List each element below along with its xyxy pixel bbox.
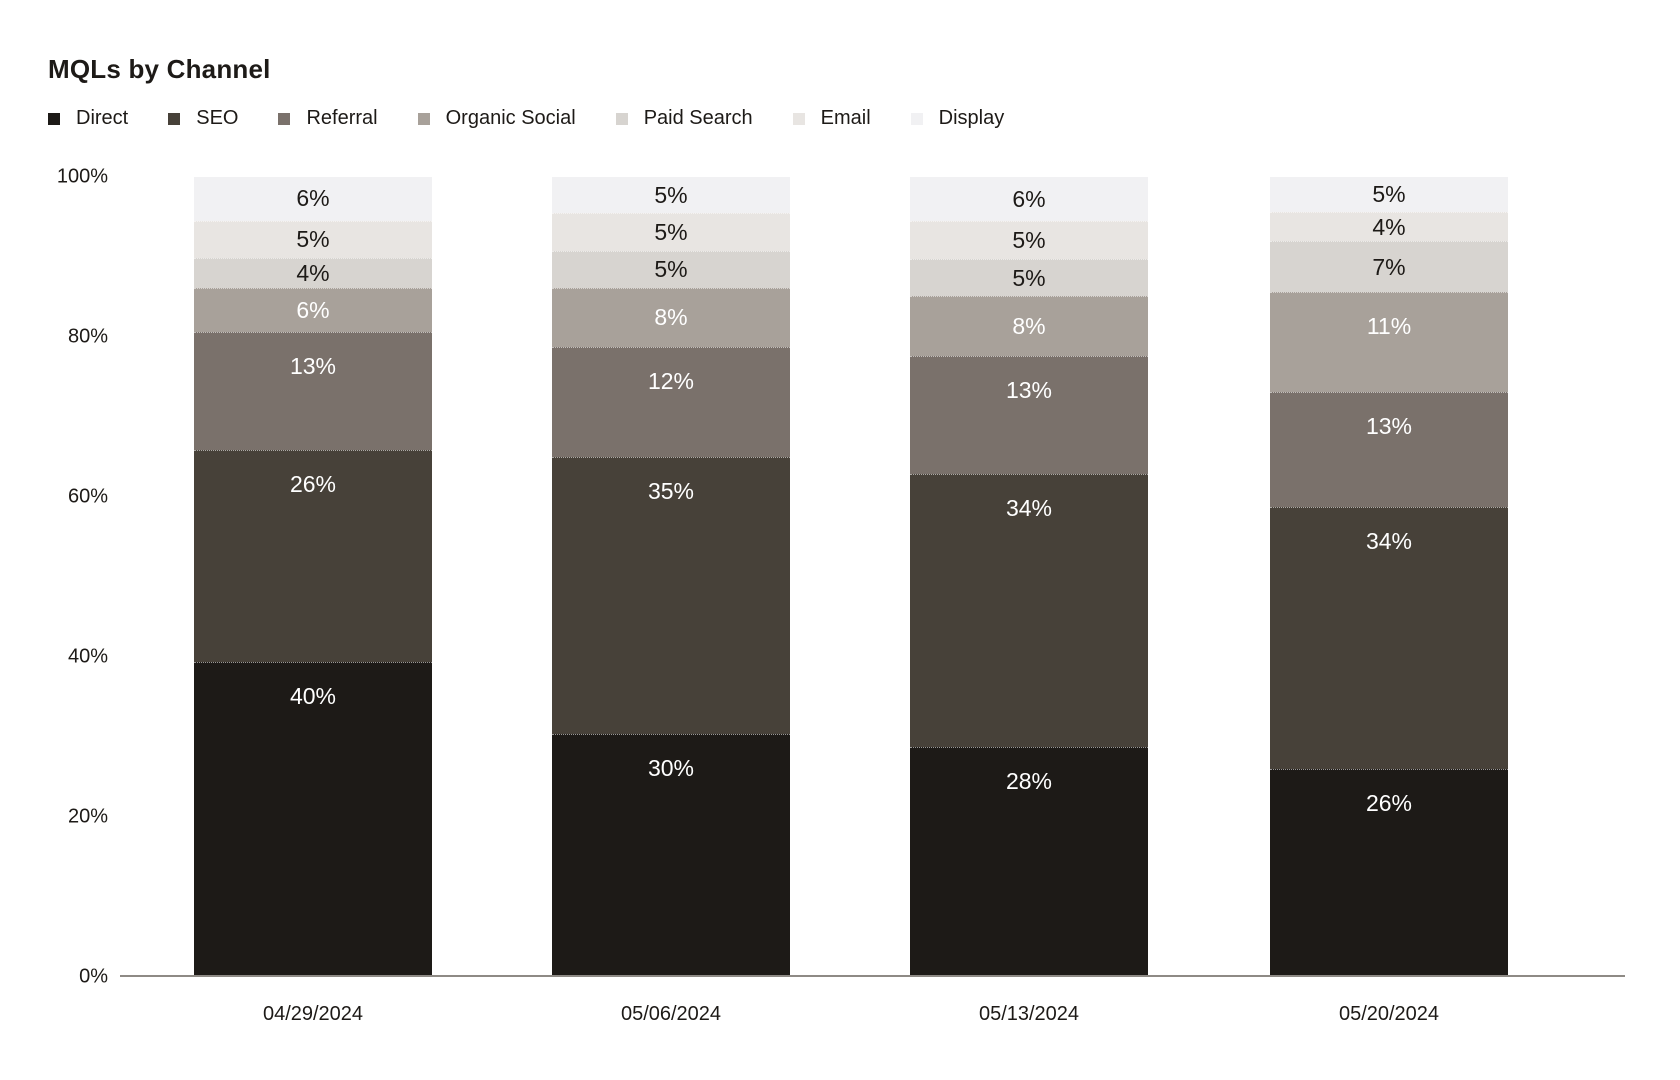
segment-organic-social[interactable]: 11% — [1270, 291, 1508, 393]
legend-swatch-icon — [910, 112, 923, 125]
segment-value-label: 8% — [1012, 313, 1046, 340]
segment-seo[interactable]: 26% — [194, 449, 432, 662]
segment-value-label: 34% — [1005, 495, 1053, 522]
segment-value-label: 5% — [1372, 181, 1406, 208]
y-axis: 0% 20% 40% 60% 80% 100% — [40, 166, 108, 988]
segment-value-label: 35% — [647, 478, 695, 505]
x-axis-label: 05/06/2024 — [620, 1003, 722, 1025]
legend-item-direct[interactable]: Direct — [48, 107, 128, 130]
segment-value-label: 30% — [647, 755, 695, 782]
segment-value-label: 13% — [289, 353, 337, 380]
segment-value-label: 26% — [1365, 789, 1413, 816]
legend-swatch-icon — [615, 112, 628, 125]
segment-seo[interactable]: 35% — [552, 457, 790, 735]
plot-area: 6% 5% 4% 6% 13% 26% 40% 04/29/2024 5% 5% 5% 8% 12% 35… — [120, 177, 1625, 1025]
segment-organic-social[interactable]: 8% — [910, 296, 1148, 357]
segment-value-label: 5% — [1012, 226, 1046, 253]
bar-05-13-2024: 6% 5% 5% 8% 13% 34% 28% — [910, 177, 1148, 975]
legend-label: Organic Social — [445, 107, 576, 129]
legend-item-display[interactable]: Display — [910, 107, 1005, 130]
segment-value-label: 8% — [654, 304, 688, 331]
y-axis-label: 100% — [56, 165, 108, 188]
segment-value-label: 11% — [1366, 312, 1412, 339]
segment-direct[interactable]: 26% — [1270, 768, 1508, 975]
segment-paid-search[interactable]: 5% — [552, 250, 790, 288]
segment-value-label: 40% — [289, 682, 337, 709]
segment-value-label: 6% — [1012, 185, 1046, 212]
segment-value-label: 13% — [1365, 413, 1413, 440]
segment-value-label: 4% — [1372, 213, 1406, 240]
legend-label: Display — [938, 107, 1005, 129]
x-axis-label: 05/13/2024 — [978, 1003, 1080, 1025]
segment-display[interactable]: 6% — [194, 177, 432, 221]
legend-item-referral[interactable]: Referral — [278, 107, 378, 130]
legend-swatch-icon — [278, 112, 291, 125]
segment-direct[interactable]: 40% — [194, 661, 432, 976]
segment-paid-search[interactable]: 4% — [194, 257, 432, 288]
chart-title: MQLs by Channel — [48, 54, 271, 84]
segment-value-label: 5% — [654, 218, 688, 245]
legend-item-paid-search[interactable]: Paid Search — [615, 107, 753, 130]
legend: Direct SEO Referral Organic Social Paid Sear… — [48, 107, 1004, 130]
y-axis-label: 80% — [67, 325, 108, 348]
legend-item-organic-social[interactable]: Organic Social — [417, 107, 576, 130]
segment-value-label: 34% — [1365, 527, 1413, 554]
legend-swatch-icon — [792, 112, 805, 125]
segment-email[interactable]: 5% — [552, 213, 790, 251]
segment-value-label: 6% — [296, 185, 330, 212]
segment-value-label: 26% — [289, 470, 337, 497]
segment-seo[interactable]: 34% — [910, 474, 1148, 747]
y-axis-label: 60% — [67, 485, 108, 508]
segment-display[interactable]: 5% — [552, 177, 790, 214]
legend-swatch-icon — [48, 112, 60, 125]
segment-value-label: 4% — [296, 259, 330, 286]
legend-item-seo[interactable]: SEO — [168, 107, 238, 130]
segment-organic-social[interactable]: 6% — [194, 287, 432, 333]
segment-value-label: 5% — [654, 256, 688, 283]
x-axis-label: 04/29/2024 — [262, 1003, 364, 1025]
segment-value-label: 5% — [654, 181, 688, 208]
segment-value-label: 13% — [1005, 377, 1053, 404]
segment-organic-social[interactable]: 8% — [552, 287, 790, 347]
segment-referral[interactable]: 13% — [910, 356, 1148, 475]
legend-label: SEO — [196, 107, 239, 129]
segment-value-label: 5% — [1012, 264, 1046, 291]
legend-item-email[interactable]: Email — [792, 107, 871, 130]
segment-referral[interactable]: 13% — [1270, 392, 1508, 507]
segment-paid-search[interactable]: 5% — [910, 258, 1148, 297]
segment-referral[interactable]: 12% — [552, 346, 790, 458]
legend-label: Paid Search — [643, 107, 753, 129]
segment-email[interactable]: 4% — [1270, 212, 1508, 242]
legend-label: Direct — [76, 107, 129, 129]
segment-value-label: 12% — [647, 367, 695, 394]
y-axis-label: 40% — [67, 645, 108, 668]
y-axis-label: 20% — [67, 805, 108, 828]
segment-value-label: 6% — [296, 297, 330, 324]
y-axis-label: 0% — [79, 965, 108, 988]
segment-seo[interactable]: 34% — [1270, 506, 1508, 769]
legend-label: Email — [820, 107, 871, 129]
legend-label: Referral — [306, 107, 378, 129]
bar-04-29-2024: 6% 5% 4% 6% 13% 26% 40% — [194, 177, 432, 976]
legend-swatch-icon — [168, 112, 181, 125]
segment-value-label: 28% — [1005, 767, 1053, 794]
legend-swatch-icon — [417, 112, 430, 125]
segment-email[interactable]: 5% — [910, 221, 1148, 259]
bar-05-06-2024: 5% 5% 5% 8% 12% 35% 30% — [552, 177, 790, 975]
segment-paid-search[interactable]: 7% — [1270, 241, 1508, 292]
x-axis-label: 05/20/2024 — [1338, 1003, 1440, 1025]
bar-05-20-2024: 5% 4% 7% 11% 13% 34% 26% — [1270, 177, 1508, 975]
segment-value-label: 5% — [296, 226, 330, 253]
segment-direct[interactable]: 28% — [910, 746, 1148, 975]
segment-display[interactable]: 5% — [1270, 177, 1508, 213]
segment-display[interactable]: 6% — [910, 177, 1148, 221]
segment-direct[interactable]: 30% — [552, 734, 790, 975]
segment-value-label: 7% — [1372, 253, 1406, 280]
segment-email[interactable]: 5% — [194, 220, 432, 258]
segment-referral[interactable]: 13% — [194, 332, 432, 450]
